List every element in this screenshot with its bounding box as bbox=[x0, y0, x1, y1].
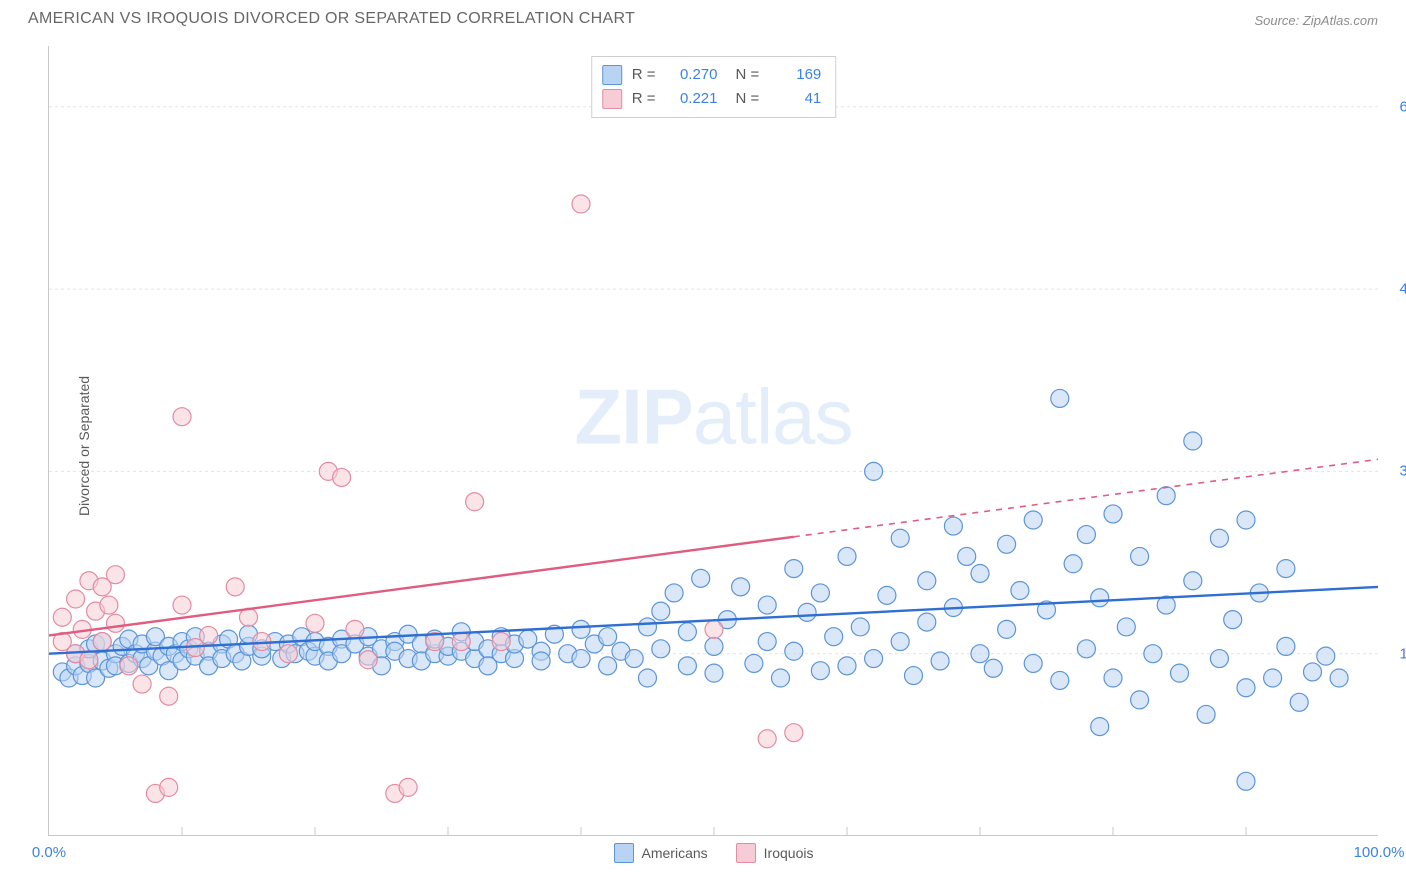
correlation-row: R =0.221N =41 bbox=[602, 87, 822, 111]
x-tick-label: 100.0% bbox=[1354, 844, 1405, 861]
x-tick-label: 0.0% bbox=[32, 844, 66, 861]
y-tick-label: 60.0% bbox=[1386, 98, 1406, 115]
legend-swatch bbox=[602, 65, 622, 85]
legend-swatch bbox=[602, 89, 622, 109]
correlation-row: R =0.270N =169 bbox=[602, 63, 822, 87]
correlation-legend: R =0.270N =169R =0.221N =41 bbox=[591, 56, 837, 118]
legend-swatch bbox=[614, 843, 634, 863]
y-tick-label: 45.0% bbox=[1386, 281, 1406, 298]
y-tick-label: 30.0% bbox=[1386, 463, 1406, 480]
y-tick-label: 15.0% bbox=[1386, 645, 1406, 662]
legend-swatch bbox=[736, 843, 756, 863]
chart-title: AMERICAN VS IROQUOIS DIVORCED OR SEPARAT… bbox=[28, 10, 635, 28]
source-attribution: Source: ZipAtlas.com bbox=[1254, 13, 1378, 28]
legend-item: Iroquois bbox=[736, 843, 814, 863]
plot-area: ZIPatlas R =0.270N =169R =0.221N =41 Ame… bbox=[48, 46, 1378, 836]
series-legend: Americans Iroquois bbox=[614, 843, 814, 863]
scatter-svg bbox=[49, 46, 1378, 835]
legend-item: Americans bbox=[614, 843, 708, 863]
